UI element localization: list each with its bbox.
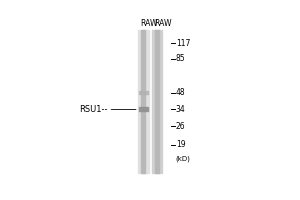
Text: RAW: RAW <box>154 19 171 28</box>
Text: 26: 26 <box>176 122 185 131</box>
Text: RAW: RAW <box>140 19 158 28</box>
Text: 85: 85 <box>176 54 185 63</box>
Bar <box>141 30 146 173</box>
Text: 34: 34 <box>176 105 186 114</box>
Bar <box>138 30 148 173</box>
Text: 48: 48 <box>176 88 185 97</box>
Bar <box>152 30 163 173</box>
Bar <box>139 107 148 111</box>
Text: (kD): (kD) <box>176 156 191 162</box>
Bar <box>155 30 159 173</box>
Text: RSU1--: RSU1-- <box>79 105 107 114</box>
Bar <box>139 91 148 94</box>
Text: 117: 117 <box>176 39 190 48</box>
Text: 19: 19 <box>176 140 185 149</box>
